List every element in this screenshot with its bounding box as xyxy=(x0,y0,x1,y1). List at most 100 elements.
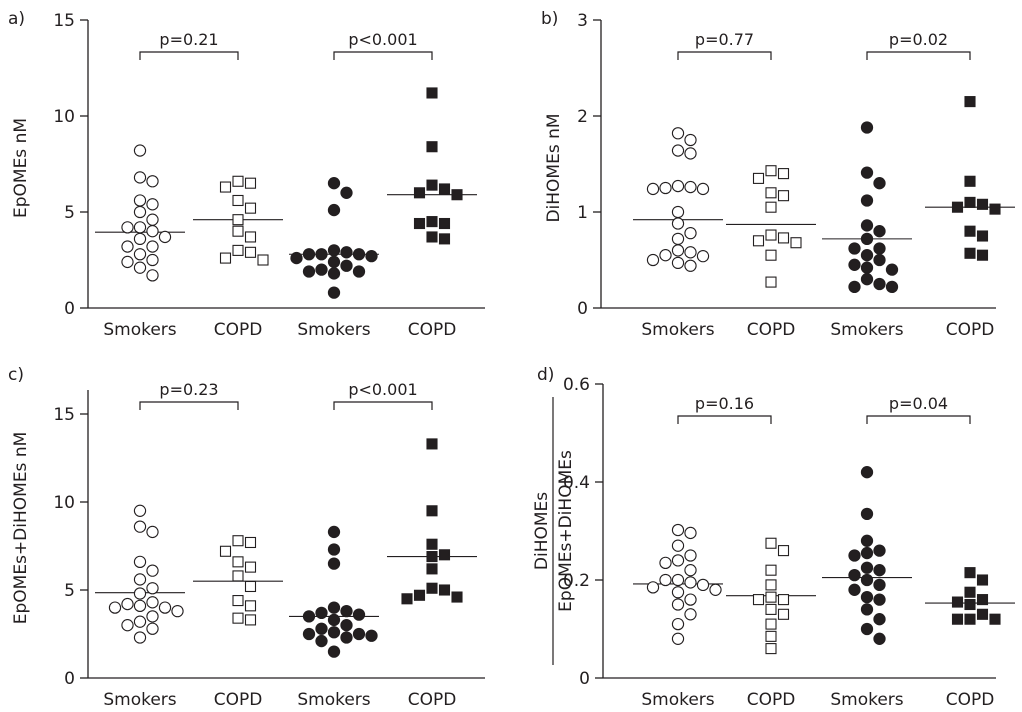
data-point-open-circle xyxy=(696,578,710,592)
data-point-filled-circle xyxy=(860,249,874,262)
data-point-open-circle xyxy=(146,269,159,282)
data-point-open-square xyxy=(790,237,802,249)
data-point-filled-circle xyxy=(848,583,861,596)
data-point-open-circle xyxy=(659,181,672,195)
data-point-open-square xyxy=(232,535,244,547)
data-point-filled-square xyxy=(951,613,964,625)
data-point-filled-circle xyxy=(327,626,341,639)
data-point-open-square xyxy=(765,630,777,642)
data-point-filled-circle xyxy=(860,546,874,560)
data-point-filled-square xyxy=(426,582,438,594)
comparison-bracket xyxy=(139,51,239,60)
data-point-open-circle xyxy=(646,581,660,594)
data-point-filled-square xyxy=(964,613,976,625)
chart-c-svg: c) 0 5 10 15 EpOMEs+DiHOMEs nM Smokers COPD Smok… xyxy=(8,365,485,710)
data-point-filled-square xyxy=(438,183,451,195)
data-point-filled-square xyxy=(426,216,438,228)
data-point-filled-square xyxy=(451,189,463,201)
data-point-filled-circle xyxy=(315,634,328,648)
data-point-filled-circle xyxy=(873,632,886,645)
data-point-filled-circle xyxy=(860,603,874,616)
data-point-filled-square xyxy=(426,438,438,450)
data-point-open-circle xyxy=(133,232,147,246)
data-point-open-circle xyxy=(133,205,147,219)
data-point-open-circle xyxy=(671,179,685,193)
data-point-open-circle xyxy=(146,596,159,609)
data-point-filled-square xyxy=(401,593,413,605)
data-point-filled-square xyxy=(413,217,426,230)
p-value-label: p=0.04 xyxy=(889,394,948,413)
data-point-open-circle xyxy=(684,526,697,540)
data-point-open-circle xyxy=(684,147,697,160)
data-point-filled-circle xyxy=(860,622,874,636)
data-point-filled-square xyxy=(451,591,463,603)
data-point-filled-circle xyxy=(860,219,874,232)
data-point-filled-square xyxy=(976,249,989,261)
data-point-open-circle xyxy=(696,250,710,263)
data-point-open-circle xyxy=(671,244,685,257)
category-label-smokers: Smokers xyxy=(830,690,903,710)
data-point-open-circle xyxy=(133,573,147,586)
data-point-filled-circle xyxy=(327,203,341,217)
data-point-filled-circle xyxy=(848,258,861,271)
category-label-smokers: Smokers xyxy=(641,320,714,340)
data-point-open-square xyxy=(244,177,257,189)
data-point-filled-circle xyxy=(860,466,874,479)
data-point-open-square xyxy=(244,202,257,214)
data-point-open-circle xyxy=(158,601,172,614)
category-label-smokers: Smokers xyxy=(830,320,903,340)
data-point-filled-square xyxy=(426,505,438,517)
y-tick-label: 0.2 xyxy=(563,571,590,591)
data-point-open-circle xyxy=(646,182,660,196)
data-point-filled-circle xyxy=(873,564,886,577)
data-point-open-circle xyxy=(171,604,184,618)
data-point-open-circle xyxy=(684,549,697,562)
y-tick-label: 0 xyxy=(64,669,75,689)
data-point-filled-square xyxy=(438,549,451,561)
data-point-filled-circle xyxy=(860,232,874,246)
data-point-open-circle xyxy=(133,631,147,644)
data-point-open-square xyxy=(232,612,244,624)
y-axis-label-numerator: DiHOMEs xyxy=(532,492,552,570)
data-point-filled-square xyxy=(989,203,1001,215)
y-tick-label: 0.4 xyxy=(563,473,590,493)
data-point-open-square xyxy=(777,190,790,202)
panel-letter-c: c) xyxy=(8,365,24,385)
data-point-open-square xyxy=(777,594,790,606)
comparison-bracket xyxy=(866,51,971,60)
data-point-filled-square xyxy=(413,187,426,199)
panel-letter-a: a) xyxy=(8,9,25,29)
p-value-label: p=0.02 xyxy=(889,30,948,49)
data-point-filled-square xyxy=(964,247,976,259)
data-point-filled-circle xyxy=(873,613,886,626)
data-point-open-circle xyxy=(146,198,159,211)
data-point-open-square xyxy=(752,172,765,184)
data-point-open-square xyxy=(765,201,777,213)
data-point-open-circle xyxy=(671,598,685,611)
data-point-open-circle xyxy=(133,144,147,157)
data-point-filled-circle xyxy=(302,265,316,278)
category-label-copd: COPD xyxy=(747,320,796,340)
comparison-bracket xyxy=(333,401,433,410)
data-point-open-circle xyxy=(133,587,147,600)
data-point-open-circle xyxy=(671,586,685,599)
data-point-open-circle xyxy=(659,249,672,262)
data-point-open-square xyxy=(244,231,257,243)
data-point-filled-circle xyxy=(327,645,341,658)
data-point-filled-circle xyxy=(315,622,328,635)
y-tick-label: 10 xyxy=(53,493,75,513)
category-label-copd: COPD xyxy=(214,690,263,710)
data-point-open-circle xyxy=(146,610,159,623)
data-point-filled-circle xyxy=(340,186,353,199)
data-point-filled-square xyxy=(964,196,976,208)
data-point-filled-circle xyxy=(848,242,861,255)
data-point-open-circle xyxy=(684,226,697,240)
data-point-filled-circle xyxy=(860,121,874,134)
data-point-open-square xyxy=(777,608,790,620)
data-point-filled-circle xyxy=(860,194,874,207)
data-point-open-circle xyxy=(659,556,672,569)
y-tick-label: 15 xyxy=(53,11,75,31)
data-point-filled-circle xyxy=(860,590,874,604)
data-point-open-circle xyxy=(146,525,159,539)
data-point-filled-circle xyxy=(327,267,341,280)
